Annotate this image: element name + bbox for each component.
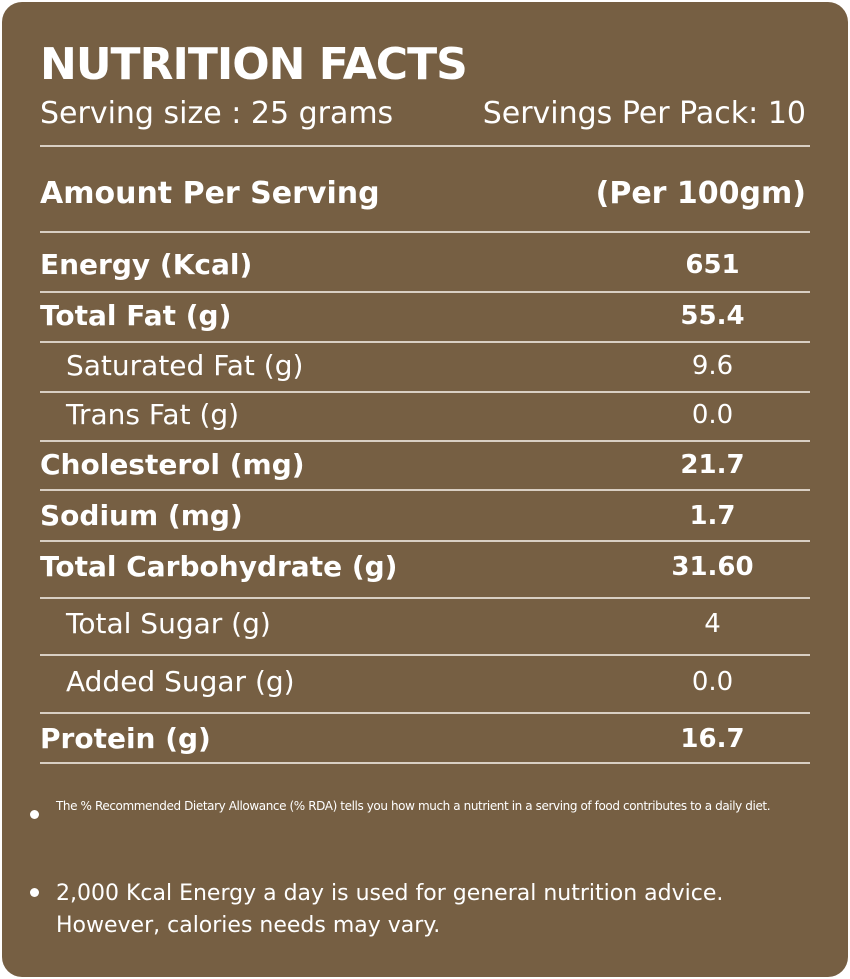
divider: [40, 231, 810, 233]
divider: [40, 762, 810, 764]
nutrient-value: 1.7: [689, 501, 736, 531]
divider: [40, 489, 810, 491]
nutrient-value: 21.7: [680, 450, 745, 480]
nutrient-value: 55.4: [680, 301, 745, 331]
servings-per-pack: Servings Per Pack: 10: [482, 96, 806, 131]
nutrient-name: Sodium (mg): [40, 499, 243, 532]
nutrient-name: Total Fat (g): [40, 299, 232, 332]
divider: [40, 341, 810, 343]
nutrient-value: 16.7: [680, 724, 745, 754]
nutrient-value: 0.0: [691, 400, 734, 430]
bullet-icon: [30, 810, 39, 819]
nutrient-value: 651: [685, 250, 740, 280]
divider: [40, 540, 810, 542]
divider: [40, 597, 810, 599]
nutrient-name: Added Sugar (g): [66, 665, 295, 698]
bullet-icon: [30, 888, 39, 897]
per-100gm-label: (Per 100gm): [595, 176, 806, 211]
nutrient-name: Trans Fat (g): [66, 398, 240, 431]
nutrient-value: 4: [704, 609, 721, 639]
divider: [40, 654, 810, 656]
rda-note: The % Recommended Dietary Allowance (% R…: [56, 799, 771, 813]
divider: [40, 440, 810, 442]
nutrient-name: Saturated Fat (g): [66, 349, 304, 382]
nutrient-name: Protein (g): [40, 722, 211, 755]
calories-note: 2,000 Kcal Energy a day is used for gene…: [56, 881, 724, 938]
divider: [40, 145, 810, 147]
nutrient-value: 0.0: [691, 667, 734, 697]
divider: [40, 712, 810, 714]
nutrient-name: Energy (Kcal): [40, 248, 253, 281]
divider: [40, 291, 810, 293]
nutrient-name: Cholesterol (mg): [40, 448, 305, 481]
amount-per-serving-label: Amount Per Serving: [40, 176, 380, 211]
nutrient-name: Total Sugar (g): [66, 607, 271, 640]
serving-size: Serving size : 25 grams: [40, 96, 394, 131]
divider: [40, 391, 810, 393]
page-title: NUTRITION FACTS: [40, 39, 468, 90]
nutrient-name: Total Carbohydrate (g): [40, 550, 398, 583]
nutrient-value: 9.6: [691, 351, 734, 381]
nutrient-value: 31.60: [671, 552, 754, 582]
